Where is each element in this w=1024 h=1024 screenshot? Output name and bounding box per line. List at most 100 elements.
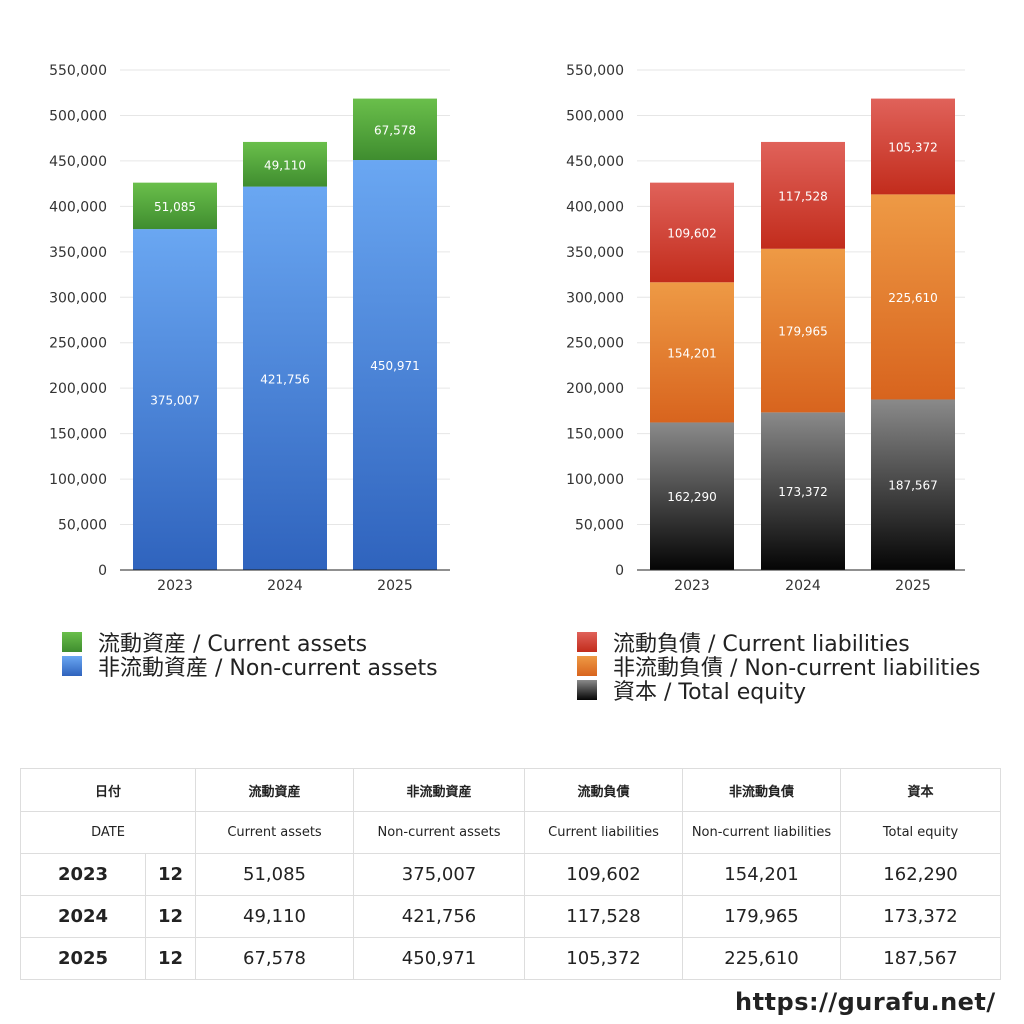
row-year: 2024 (20, 895, 146, 938)
x-tick-label: 2024 (785, 578, 821, 594)
legend-item: 非流動負債 / Non-current liabilities (577, 654, 980, 681)
cell-total-equity: 187,567 (840, 937, 1002, 980)
bar-data-label: 109,602 (667, 226, 717, 240)
header-current-assets-en: Current assets (195, 811, 355, 854)
y-tick-label: 150,000 (566, 427, 624, 443)
table-header-jp: 日付 流動資産 非流動資産 流動負債 非流動負債 資本 (19, 768, 1002, 812)
bar-segment (871, 98, 955, 195)
y-tick-label: 300,000 (566, 290, 624, 306)
cell-current-assets: 49,110 (195, 895, 355, 938)
bar-segment (243, 141, 327, 187)
x-tick-label: 2023 (157, 578, 193, 594)
balance-table: 日付 流動資産 非流動資産 流動負債 非流動負債 資本 DATE Current… (19, 768, 1002, 980)
bar-data-label: 179,965 (778, 325, 828, 339)
bar-data-label: 117,528 (778, 189, 828, 203)
y-tick-label: 250,000 (49, 336, 107, 352)
x-tick-label: 2024 (267, 578, 303, 594)
bar-segment (761, 412, 845, 570)
bar-segment (650, 422, 734, 570)
bar-data-label: 67,578 (374, 123, 416, 137)
legend-label: 非流動資産 / Non-current assets (98, 656, 438, 681)
y-tick-label: 200,000 (566, 381, 624, 397)
table-row: 2025 12 67,578 450,971 105,372 225,610 1… (20, 937, 1002, 980)
cell-non-current-assets: 450,971 (353, 937, 526, 980)
y-tick-label: 550,000 (566, 63, 624, 79)
y-tick-label: 350,000 (49, 245, 107, 261)
row-month: 12 (144, 895, 197, 938)
legend-swatch (62, 632, 82, 652)
cell-current-assets: 51,085 (195, 853, 355, 896)
legend-label: 資本 / Total equity (613, 680, 806, 705)
charts-canvas: 0 50,000 100,000 150,000 200,000 250,000 300,0… (49, 63, 965, 594)
cell-non-current-assets: 375,007 (353, 853, 526, 896)
table-row: 2024 12 49,110 421,756 117,528 179,965 1… (20, 895, 1002, 938)
y-tick-label: 450,000 (566, 154, 624, 170)
row-month: 12 (144, 937, 197, 980)
y-tick-label: 400,000 (566, 199, 624, 215)
y-tick-label: 0 (615, 563, 624, 579)
legend-label: 非流動負債 / Non-current liabilities (613, 656, 981, 681)
cell-current-liabilities: 117,528 (524, 895, 684, 938)
header-current-liabilities-en: Current liabilities (524, 811, 684, 854)
y-tick-label: 50,000 (575, 518, 624, 534)
legend-item: 資本 / Total equity (577, 678, 980, 705)
bar-segment (650, 182, 734, 283)
cell-non-current-liabilities: 154,201 (682, 853, 842, 896)
legend-item: 非流動資産 / Non-current assets (62, 654, 438, 681)
bar-data-label: 375,007 (150, 394, 200, 408)
bar-segment (650, 282, 734, 423)
cell-current-assets: 67,578 (195, 937, 355, 980)
header-non-current-assets-en: Non-current assets (353, 811, 526, 854)
cell-total-equity: 162,290 (840, 853, 1002, 896)
bar-segment (353, 160, 437, 570)
header-non-current-liabilities-en: Non-current liabilities (682, 811, 842, 854)
assets-chart: 0 50,000 100,000 150,000 200,000 250,000 300,0… (49, 63, 450, 594)
header-current-assets-jp: 流動資産 (195, 768, 355, 812)
legend-swatch (577, 680, 597, 700)
y-tick-label: 200,000 (49, 381, 107, 397)
y-tick-label: 150,000 (49, 427, 107, 443)
y-tick-label: 400,000 (49, 199, 107, 215)
bar-segment (133, 229, 217, 571)
y-tick-label: 0 (98, 563, 107, 579)
header-non-current-assets-jp: 非流動資産 (353, 768, 526, 812)
bar-data-label: 162,290 (667, 490, 717, 504)
bar-data-label: 51,085 (154, 200, 196, 214)
assets-legend: 流動資産 / Current assets 非流動資産 / Non-current… (62, 630, 438, 681)
liabilities-equity-legend: 流動負債 / Current liabilities 非流動負債 / Non-cu… (577, 630, 980, 705)
bar-data-label: 154,201 (667, 346, 717, 360)
bar-segment (761, 141, 845, 249)
legend-label: 流動資産 / Current assets (98, 632, 368, 657)
x-tick-label: 2023 (674, 578, 710, 594)
row-month: 12 (144, 853, 197, 896)
bar-data-label: 49,110 (264, 158, 306, 172)
y-tick-label: 450,000 (49, 154, 107, 170)
y-tick-label: 300,000 (49, 290, 107, 306)
bar-segment (871, 194, 955, 400)
bar-segment (243, 186, 327, 570)
bar-segment (761, 248, 845, 413)
row-year: 2025 (20, 937, 146, 980)
y-tick-label: 500,000 (49, 108, 107, 124)
legend-label: 流動負債 / Current liabilities (613, 632, 910, 657)
y-tick-label: 250,000 (566, 336, 624, 352)
table-header-en: DATE Current assets Non-current assets C… (19, 811, 1002, 854)
cell-current-liabilities: 109,602 (524, 853, 684, 896)
cell-non-current-assets: 421,756 (353, 895, 526, 938)
y-tick-label: 350,000 (566, 245, 624, 261)
bar-segment (353, 98, 437, 161)
y-tick-label: 100,000 (566, 472, 624, 488)
y-tick-label: 550,000 (49, 63, 107, 79)
liabilities-equity-chart: 0 50,000 100,000 150,000 200,000 250,000 300,0… (566, 63, 965, 594)
bar-data-label: 187,567 (888, 479, 938, 493)
bar-data-label: 421,756 (260, 372, 310, 386)
legend-swatch (62, 656, 82, 676)
header-date-en: DATE (19, 811, 197, 854)
legend-swatch (577, 656, 597, 676)
row-year: 2023 (20, 853, 146, 896)
header-date-jp: 日付 (19, 768, 197, 812)
table-row: 2023 12 51,085 375,007 109,602 154,201 1… (20, 853, 1002, 896)
bar-segment (871, 399, 955, 570)
bar-data-label: 450,971 (370, 359, 420, 373)
cell-non-current-liabilities: 179,965 (682, 895, 842, 938)
